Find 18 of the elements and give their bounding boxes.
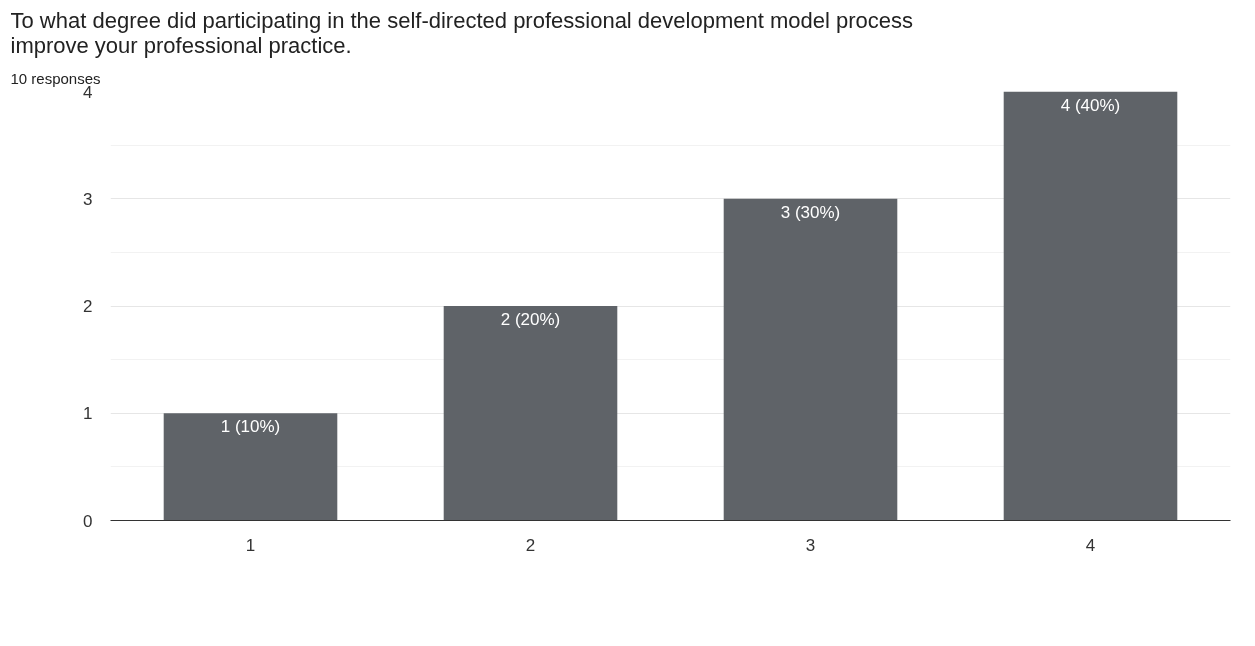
bar — [1003, 91, 1178, 521]
data-label: 2 (20%) — [500, 310, 561, 329]
chart-subtitle: 10 responses — [10, 69, 101, 87]
x-tick-label: 1 — [245, 535, 256, 555]
data-label: 3 (30%) — [780, 202, 841, 222]
x-tick-label: 2 — [525, 535, 536, 555]
y-tick-label: 2 — [83, 297, 93, 316]
bar — [443, 306, 618, 521]
y-tick-label: 1 — [83, 404, 93, 424]
bar — [163, 413, 338, 521]
y-tick-label: 0 — [83, 511, 93, 531]
x-tick-label: 3 — [805, 535, 816, 555]
x-tick-label: 4 — [1085, 535, 1096, 555]
bar — [723, 198, 898, 521]
data-label: 4 (40%) — [1060, 95, 1121, 115]
data-label: 1 (10%) — [220, 417, 281, 437]
chart-title: To what degree did participating in the self-directed professional development model process improve your professional practice. — [10, 7, 914, 58]
y-tick-label: 3 — [83, 189, 93, 209]
